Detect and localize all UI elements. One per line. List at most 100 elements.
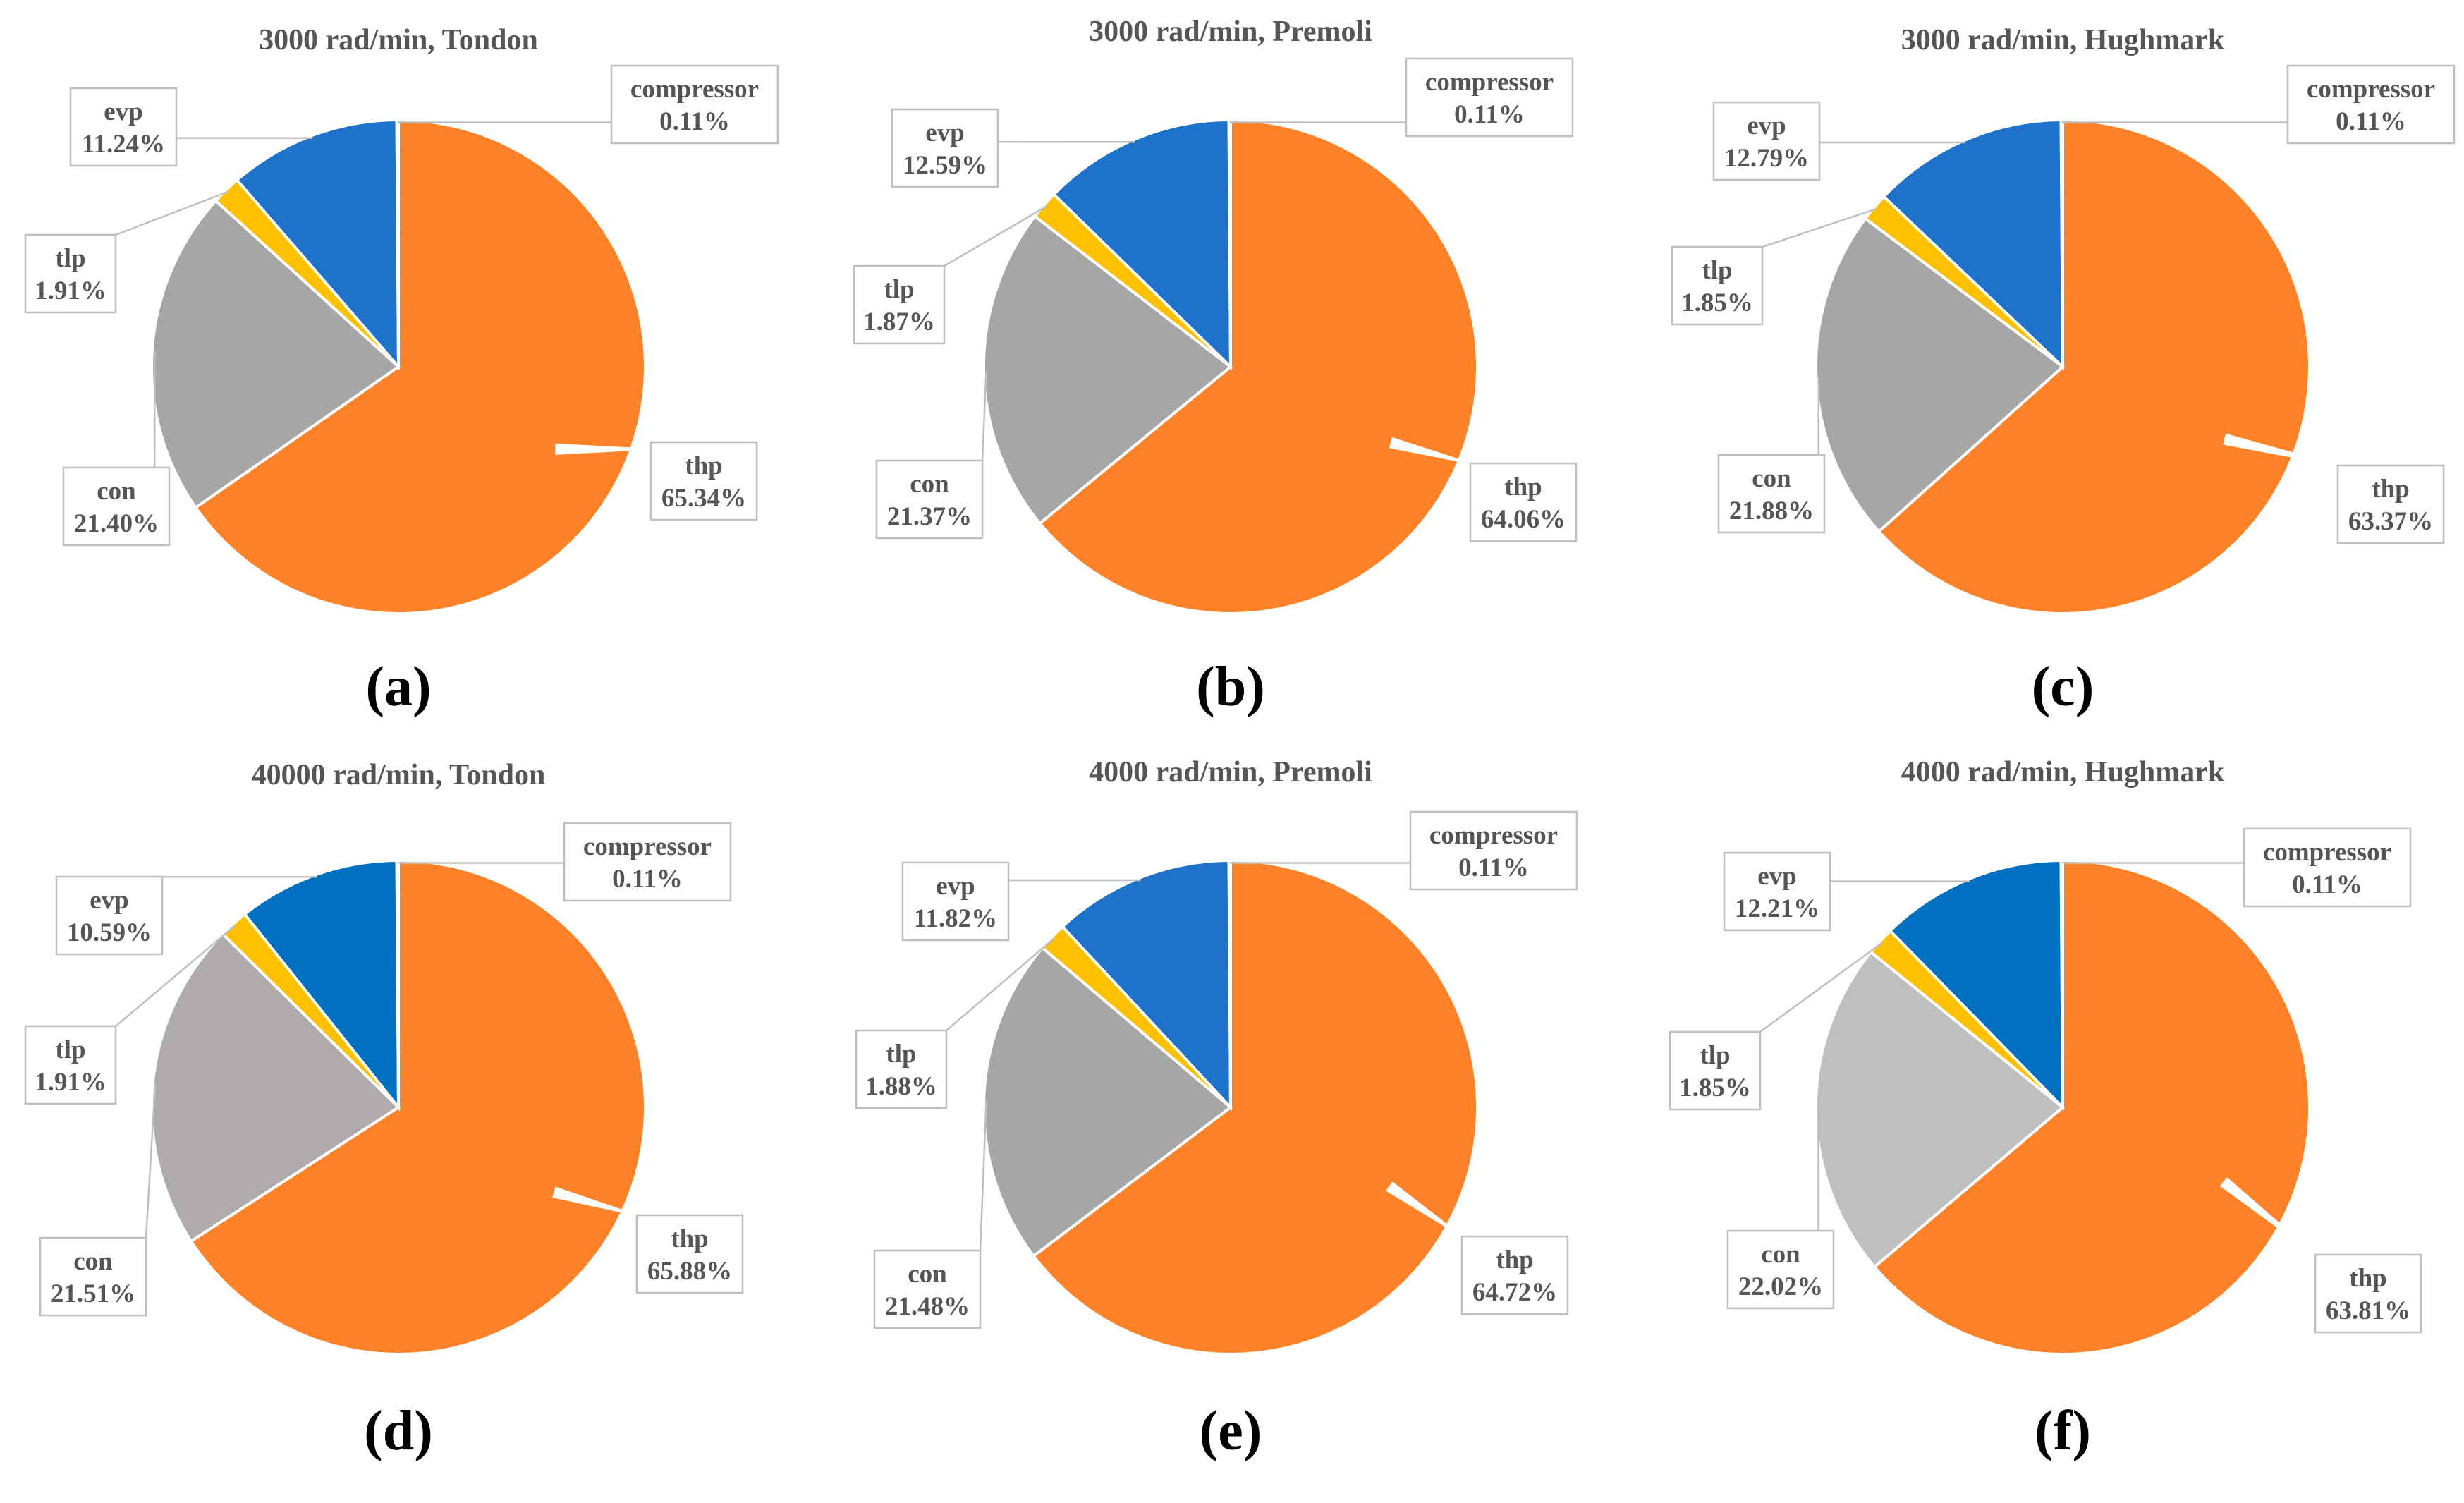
slice-label-evp: evp <box>1757 862 1797 891</box>
leader-line-tlp <box>1759 942 1883 1033</box>
leader-line-thp <box>555 443 652 455</box>
slice-value-tlp: 1.91% <box>35 276 106 305</box>
slice-label-compressor: compressor <box>583 832 712 861</box>
data-label-box-thp <box>1469 462 1578 542</box>
slice-label-evp: evp <box>1747 111 1786 140</box>
slice-label-thp: thp <box>1504 473 1542 501</box>
slice-label-thp: thp <box>685 451 722 480</box>
slice-value-evp: 11.82% <box>914 904 997 933</box>
chart-title: 3000 rad/min, Premoli <box>1089 16 1372 48</box>
data-label-box-evp <box>891 108 999 188</box>
slice-value-tlp: 1.91% <box>35 1068 106 1097</box>
pie-slice-thp <box>193 118 647 615</box>
slice-value-thp: 64.06% <box>1481 505 1566 534</box>
slice-value-con: 21.40% <box>74 509 159 538</box>
pie-slice-con <box>1815 217 2066 534</box>
data-label-box-thp <box>1460 1235 1569 1315</box>
panel-label: (b) <box>1196 656 1265 718</box>
slice-value-compressor: 0.11% <box>659 107 730 136</box>
chart-title: 4000 rad/min, Hughmark <box>1901 756 2225 789</box>
pie-slice-con <box>150 198 401 510</box>
slice-value-evp: 12.21% <box>1735 894 1819 923</box>
leader-line-thp <box>552 1186 638 1216</box>
pie-slice-evp <box>1051 118 1233 370</box>
pie-slice-compressor <box>1227 858 1232 1108</box>
data-label-box-compressor <box>1409 810 1578 891</box>
slice-label-con: con <box>1752 464 1791 493</box>
data-label-box-con <box>1717 454 1826 534</box>
data-label-box-con <box>873 1249 982 1329</box>
pie-slice-con <box>982 214 1233 525</box>
panel-label: (f) <box>2035 1400 2091 1462</box>
slice-value-con: 21.88% <box>1729 497 1814 525</box>
slice-value-tlp: 1.85% <box>1681 288 1753 317</box>
data-label-box-compressor <box>563 822 732 902</box>
data-label-box-evp <box>901 861 1010 942</box>
chart-title: 3000 rad/min, Tondon <box>259 24 538 56</box>
data-label-box-evp <box>1712 101 1821 181</box>
slice-label-evp: evp <box>104 97 143 126</box>
slice-value-thp: 63.37% <box>2348 507 2433 536</box>
slice-value-con: 21.48% <box>885 1292 970 1321</box>
pie-slice-thp <box>1877 118 2311 615</box>
slice-label-tlp: tlp <box>886 1040 916 1069</box>
slice-label-compressor: compressor <box>1429 821 1558 850</box>
pie-slice-compressor <box>2059 118 2064 367</box>
slice-value-evp: 10.59% <box>67 918 152 947</box>
slice-value-compressor: 0.11% <box>2336 107 2406 136</box>
slice-label-compressor: compressor <box>2307 75 2435 104</box>
leader-line-con <box>145 1082 157 1239</box>
slice-value-thp: 65.34% <box>661 484 746 513</box>
pie-slice-evp <box>243 858 401 1112</box>
slice-value-evp: 12.79% <box>1724 144 1809 173</box>
leader-line-con <box>979 1100 987 1251</box>
slice-label-thp: thp <box>1496 1246 1533 1274</box>
slice-value-thp: 65.88% <box>647 1257 732 1286</box>
pie-panel-b: 3000 rad/min, Premoli thp 64.06% con 21.37% t… <box>853 16 1578 718</box>
panel-label: (c) <box>2032 656 2094 718</box>
data-label-box-compressor <box>2243 827 2412 908</box>
slice-value-tlp: 1.85% <box>1679 1073 1751 1102</box>
slice-label-con: con <box>910 470 949 499</box>
pie-panel-d: 40000 rad/min, Tondon thp 65.88% con 21.51% t… <box>24 759 744 1462</box>
slice-label-tlp: tlp <box>1702 256 1732 285</box>
data-label-box-tlp <box>853 264 946 345</box>
slice-label-thp: thp <box>671 1224 708 1253</box>
pie-slice-thp <box>1872 858 2311 1356</box>
panel-label: (a) <box>365 656 431 718</box>
chart-title: 40000 rad/min, Tondon <box>252 759 546 791</box>
data-label-box-thp <box>2314 1253 2422 1334</box>
pie-panel-f: 4000 rad/min, Hughmark thp 63.81% con 22.02%… <box>1669 756 2422 1462</box>
slice-value-compressor: 0.11% <box>1454 100 1525 129</box>
data-label-box-evp <box>69 87 178 167</box>
slice-value-compressor: 0.11% <box>1458 853 1529 882</box>
pie-slice-thp <box>1031 858 1479 1356</box>
slice-value-thp: 64.72% <box>1472 1278 1557 1307</box>
slice-label-compressor: compressor <box>2263 838 2391 867</box>
data-label-box-tlp <box>1671 245 1764 326</box>
pie-slice-evp <box>1888 858 2065 1111</box>
slice-label-con: con <box>97 477 136 506</box>
slice-value-tlp: 1.88% <box>865 1072 937 1101</box>
leader-line-thp <box>2223 433 2338 466</box>
leader-line-tlp <box>1762 208 1877 248</box>
slice-label-tlp: tlp <box>55 1035 85 1064</box>
pie-slice-evp <box>235 118 401 371</box>
slice-value-compressor: 0.11% <box>2292 870 2362 899</box>
leader-line-tlp <box>115 925 236 1027</box>
slice-label-thp: thp <box>2349 1264 2386 1293</box>
slice-label-con: con <box>908 1260 947 1289</box>
data-label-box-evp <box>1723 851 1831 932</box>
panel-label: (e) <box>1200 1400 1262 1462</box>
data-label-box-con <box>875 459 984 540</box>
pie-slice-con <box>1815 949 2066 1270</box>
slice-label-evp: evp <box>925 118 965 147</box>
leader-line-tlp <box>946 937 1055 1031</box>
slice-value-tlp: 1.87% <box>863 308 935 336</box>
slice-label-con: con <box>73 1247 113 1276</box>
data-label-box-compressor <box>610 64 779 145</box>
leader-line-tlp <box>115 190 228 236</box>
data-label-box-compressor <box>2286 64 2456 145</box>
panel-label: (d) <box>364 1400 433 1462</box>
